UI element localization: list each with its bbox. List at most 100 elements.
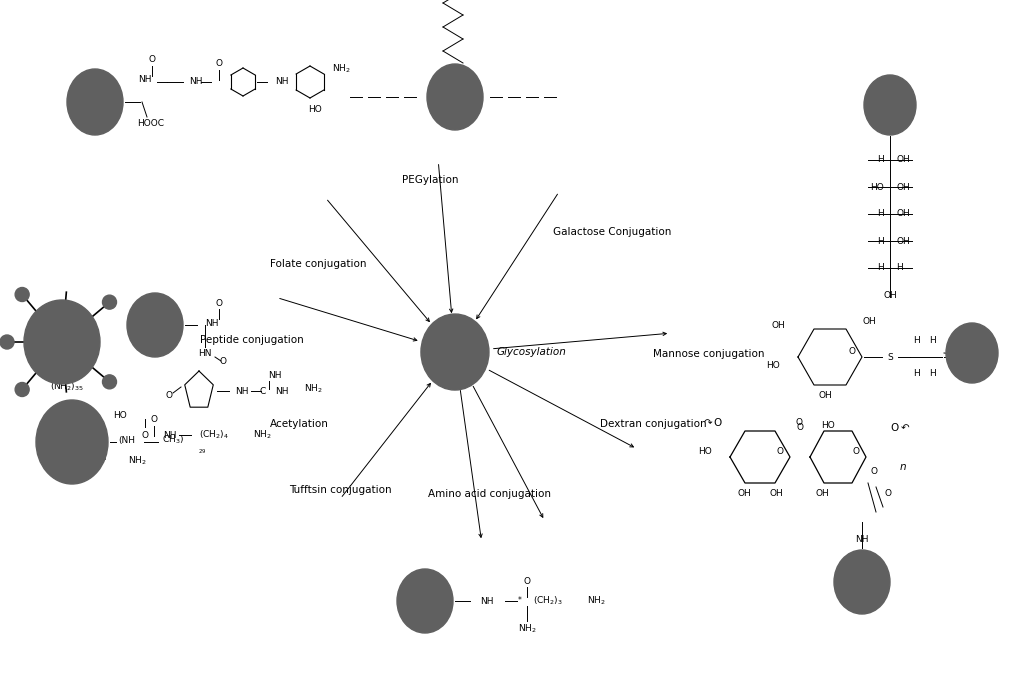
Text: OH: OH: [896, 156, 910, 165]
Text: NH: NH: [480, 596, 493, 605]
Ellipse shape: [127, 293, 183, 357]
Text: OH: OH: [896, 183, 910, 192]
Text: OH: OH: [883, 290, 896, 299]
Text: NH$_2$: NH$_2$: [127, 455, 146, 467]
Text: S: S: [887, 353, 893, 362]
Text: NH: NH: [275, 387, 288, 395]
Text: O: O: [777, 447, 784, 456]
Text: CH$_3$: CH$_3$: [58, 435, 77, 447]
Text: H: H: [913, 368, 919, 378]
Text: NH: NH: [93, 452, 107, 462]
Text: H: H: [929, 368, 936, 378]
Text: (CH$_2$)$_4$: (CH$_2$)$_4$: [199, 429, 230, 441]
Text: (NH$_2$)$_{35}$: (NH$_2$)$_{35}$: [50, 380, 84, 393]
Text: NH: NH: [163, 431, 177, 439]
Text: O: O: [149, 56, 155, 64]
Text: Mannose conjugation: Mannose conjugation: [652, 349, 764, 359]
Text: H: H: [877, 209, 884, 219]
Text: HO: HO: [766, 360, 780, 370]
Text: $*$: $*$: [517, 594, 523, 603]
Ellipse shape: [834, 550, 890, 614]
Text: H: H: [929, 336, 936, 345]
Text: CH$_3$): CH$_3$): [162, 434, 184, 446]
Circle shape: [16, 383, 29, 397]
Text: HO: HO: [308, 106, 322, 114]
Text: NH: NH: [139, 76, 152, 85]
Ellipse shape: [36, 400, 108, 484]
Text: OH: OH: [862, 318, 876, 326]
Ellipse shape: [427, 64, 483, 130]
Text: HO: HO: [698, 447, 712, 456]
Text: OH: OH: [737, 489, 751, 498]
Ellipse shape: [421, 314, 489, 390]
Text: O: O: [215, 299, 222, 307]
Text: O: O: [796, 422, 803, 431]
Text: O: O: [795, 418, 802, 427]
Text: O: O: [142, 431, 149, 439]
Text: OH: OH: [896, 209, 910, 219]
Text: Peptide conjugation: Peptide conjugation: [200, 335, 304, 345]
Circle shape: [16, 288, 29, 301]
Circle shape: [102, 375, 117, 389]
Text: Dextran conjugation: Dextran conjugation: [600, 419, 706, 429]
Text: n: n: [900, 462, 907, 472]
Text: (NH: (NH: [118, 435, 135, 445]
Text: C: C: [258, 387, 266, 395]
Text: NH$_2$: NH$_2$: [332, 63, 351, 75]
Text: OH: OH: [769, 489, 783, 498]
Text: NH$_2$: NH$_2$: [304, 383, 323, 395]
Text: NH: NH: [268, 370, 281, 380]
Text: O: O: [215, 60, 222, 68]
Text: $\curvearrowright$O: $\curvearrowright$O: [701, 416, 723, 428]
Text: $_{29}$: $_{29}$: [197, 447, 207, 456]
Text: Galactose Conjugation: Galactose Conjugation: [553, 227, 671, 237]
Text: NH: NH: [189, 77, 203, 87]
Text: H: H: [877, 156, 884, 165]
Text: H: H: [896, 263, 903, 273]
Text: H: H: [877, 236, 884, 246]
Text: NH: NH: [275, 77, 288, 87]
Text: Tufftsin conjugation: Tufftsin conjugation: [288, 485, 391, 495]
Text: Folate conjugation: Folate conjugation: [270, 259, 366, 269]
Text: O: O: [965, 332, 972, 341]
Text: NH$_2$: NH$_2$: [587, 595, 606, 607]
Text: NH$_2$: NH$_2$: [518, 623, 537, 635]
Text: PEGylation: PEGylation: [402, 175, 458, 185]
Text: O: O: [151, 416, 157, 424]
Text: OH: OH: [896, 236, 910, 246]
Text: O: O: [870, 466, 877, 475]
Text: NH: NH: [972, 353, 985, 362]
Text: HN: HN: [199, 349, 212, 357]
Text: O: O: [523, 577, 530, 586]
Circle shape: [102, 295, 117, 309]
Text: Amino acid conjugation: Amino acid conjugation: [428, 489, 551, 499]
Ellipse shape: [24, 300, 100, 384]
Text: Acetylation: Acetylation: [270, 419, 329, 429]
Text: OH: OH: [818, 391, 832, 399]
Text: Glycosylation: Glycosylation: [497, 347, 567, 357]
Ellipse shape: [67, 69, 123, 135]
Text: HO: HO: [821, 420, 834, 429]
Text: NH: NH: [855, 536, 869, 544]
Text: O: O: [852, 447, 859, 456]
Text: H: H: [913, 336, 919, 345]
Text: O: O: [849, 347, 855, 355]
Text: HOOC: HOOC: [136, 120, 164, 129]
Text: NH: NH: [235, 387, 248, 395]
Text: O: O: [884, 489, 891, 498]
Ellipse shape: [946, 323, 998, 383]
Text: NH: NH: [883, 121, 896, 129]
Text: H: H: [877, 263, 884, 273]
Text: HO: HO: [871, 183, 884, 192]
Ellipse shape: [397, 569, 453, 633]
Text: NH$_2$: NH$_2$: [253, 429, 272, 441]
Text: (CH$_2$)$_3$: (CH$_2$)$_3$: [533, 595, 562, 607]
Text: OH: OH: [771, 320, 785, 330]
Text: O: O: [219, 357, 226, 366]
Text: OH: OH: [815, 489, 829, 498]
Circle shape: [0, 335, 14, 349]
Ellipse shape: [864, 75, 916, 135]
Text: O: O: [165, 391, 173, 401]
Text: O: O: [90, 422, 96, 431]
Text: HO: HO: [114, 410, 127, 420]
